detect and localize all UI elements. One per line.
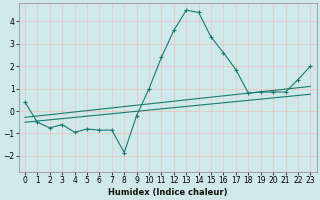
X-axis label: Humidex (Indice chaleur): Humidex (Indice chaleur)	[108, 188, 228, 197]
